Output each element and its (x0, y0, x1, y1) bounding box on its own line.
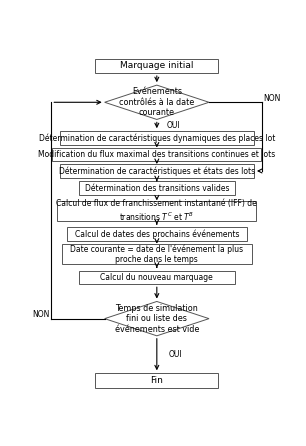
Text: Evénements
contrôlés à la date
courante: Evénements contrôlés à la date courante (119, 87, 194, 117)
FancyBboxPatch shape (79, 181, 235, 195)
Text: Calcul de dates des prochains événements: Calcul de dates des prochains événements (75, 229, 239, 239)
Text: Détermination des transitions valides: Détermination des transitions valides (84, 184, 229, 193)
FancyBboxPatch shape (57, 201, 256, 221)
FancyBboxPatch shape (60, 131, 254, 145)
FancyBboxPatch shape (53, 148, 261, 161)
Text: Calcul de flux de franchissement instantané (IFF) de
transitions $T^C$ et $T^B$: Calcul de flux de franchissement instant… (56, 199, 257, 223)
FancyBboxPatch shape (79, 271, 235, 284)
Text: Marquage initial: Marquage initial (120, 62, 194, 70)
Text: NON: NON (33, 310, 50, 319)
Text: OUI: OUI (169, 350, 182, 359)
FancyBboxPatch shape (95, 59, 218, 73)
FancyBboxPatch shape (67, 227, 247, 241)
Text: OUI: OUI (166, 121, 180, 130)
Polygon shape (105, 85, 209, 120)
Text: Détermination de caractéristiques dynamiques des places lot: Détermination de caractéristiques dynami… (39, 133, 275, 143)
Text: Temps de simulation
fini ou liste des
événements est vide: Temps de simulation fini ou liste des év… (115, 304, 199, 334)
Text: Fin: Fin (150, 376, 163, 385)
Text: NON: NON (263, 94, 281, 103)
FancyBboxPatch shape (95, 373, 218, 388)
Text: Détermination de caractéristiques et états des lots: Détermination de caractéristiques et éta… (59, 166, 255, 176)
Text: Date courante = date de l'événement la plus
proche dans le temps: Date courante = date de l'événement la p… (70, 244, 243, 264)
Text: Modification du flux maximal des transitions continues et lots: Modification du flux maximal des transit… (38, 150, 275, 159)
Polygon shape (105, 301, 209, 336)
FancyBboxPatch shape (60, 164, 254, 178)
Text: Calcul du nouveau marquage: Calcul du nouveau marquage (100, 273, 213, 282)
FancyBboxPatch shape (62, 244, 252, 264)
